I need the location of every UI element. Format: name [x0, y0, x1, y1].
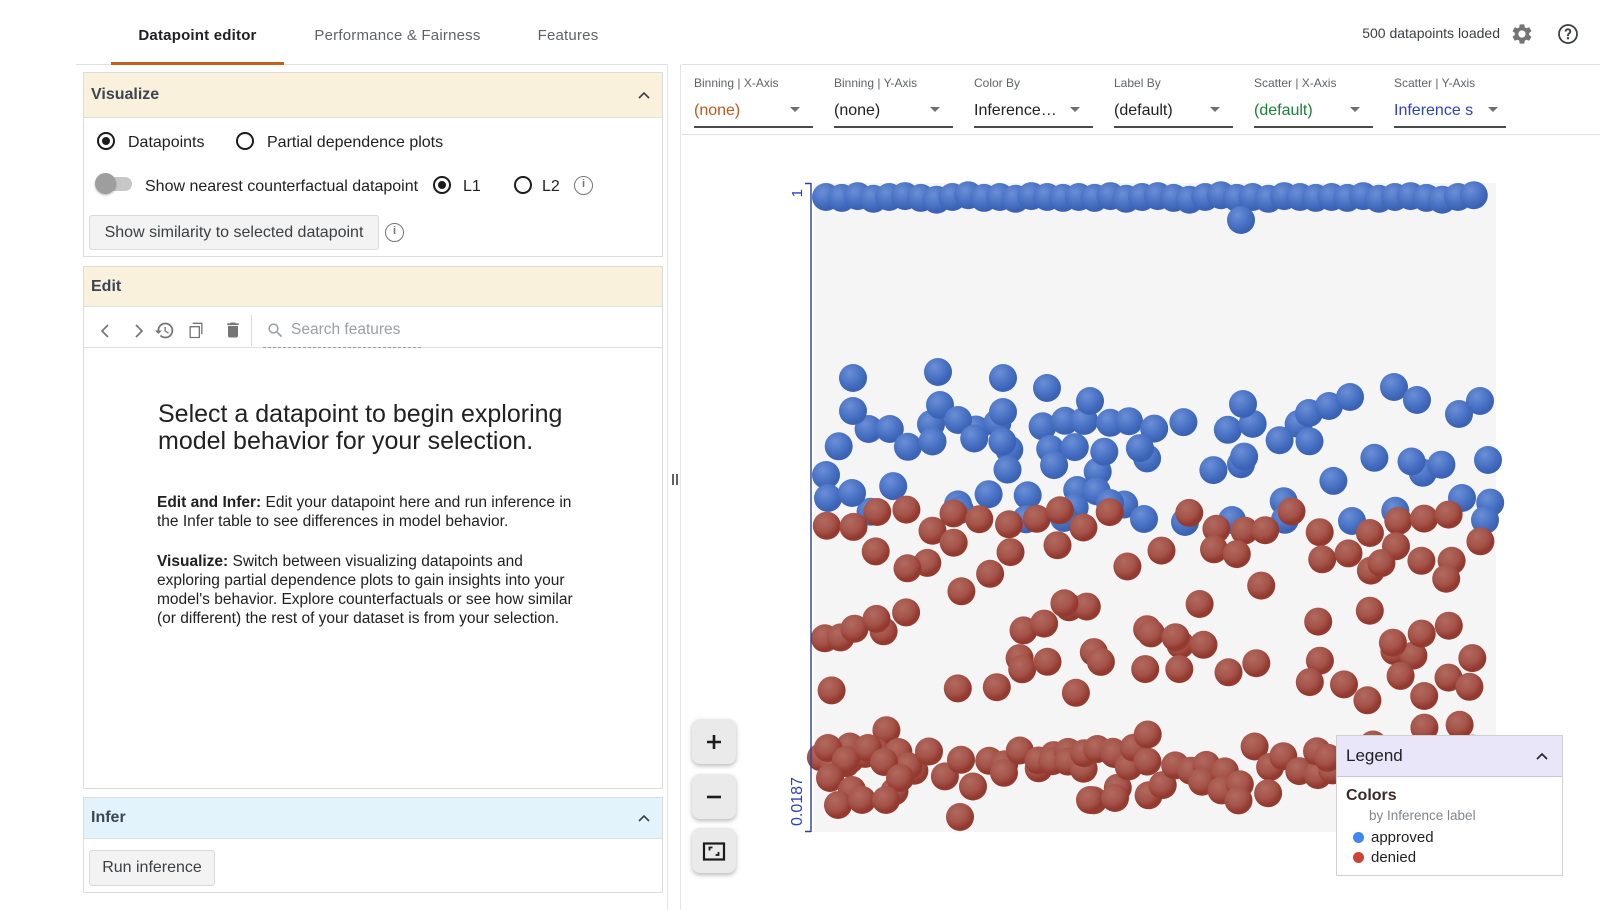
svg-text:0.0187: 0.0187 — [789, 777, 806, 826]
svg-text:1: 1 — [789, 189, 806, 197]
